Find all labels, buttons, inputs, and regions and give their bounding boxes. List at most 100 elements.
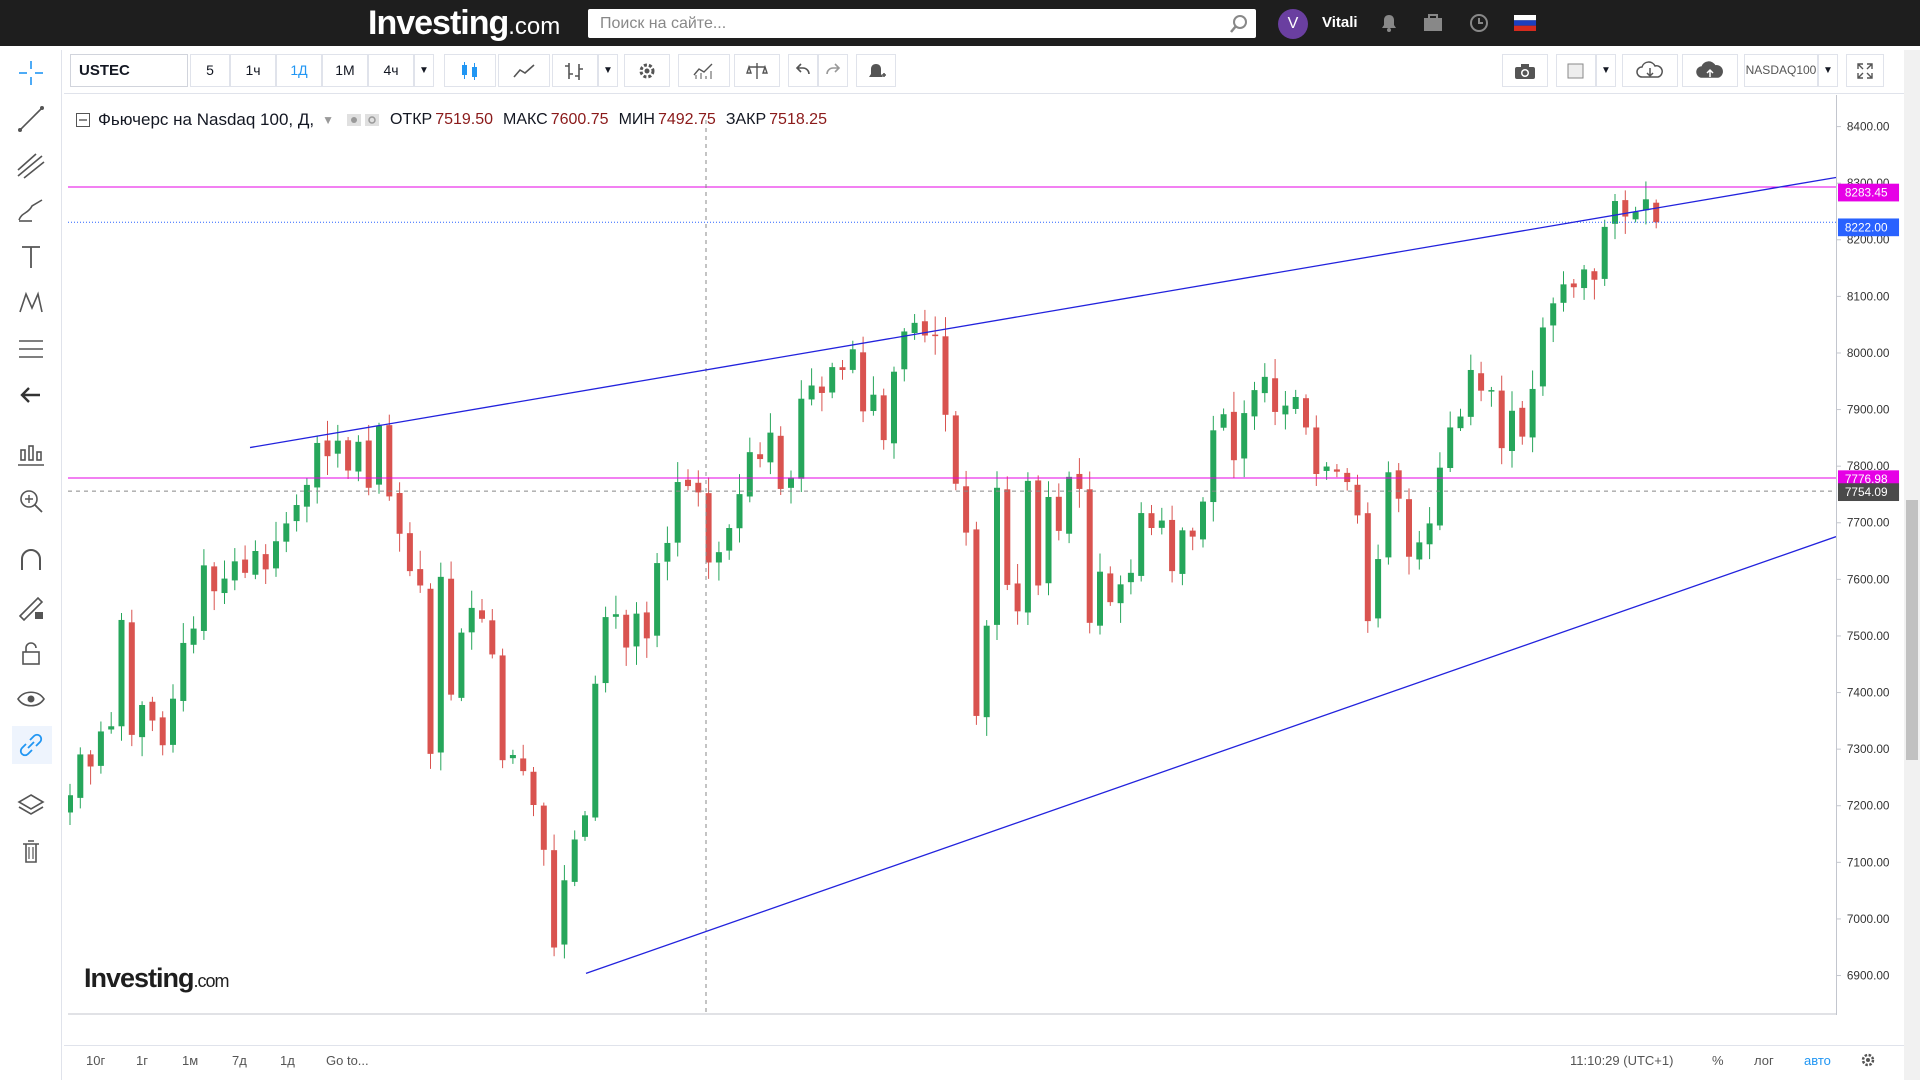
candle <box>1550 303 1557 326</box>
cloud-upload-icon[interactable] <box>1682 54 1738 87</box>
settings-small-icon[interactable] <box>364 113 380 127</box>
zoom-icon[interactable] <box>12 482 50 520</box>
range-1d[interactable]: 1д <box>280 1053 295 1068</box>
candle <box>788 477 794 488</box>
candle <box>1375 559 1382 619</box>
candle <box>1313 427 1320 474</box>
candles-icon[interactable] <box>444 54 496 87</box>
indicators-dropdown[interactable]: ▼ <box>598 54 618 87</box>
symbol-input[interactable]: USTEC <box>70 54 188 87</box>
bell-icon[interactable] <box>1378 12 1400 34</box>
investing-logo[interactable]: Investing .com <box>368 4 561 42</box>
legend-dropdown[interactable]: ▼ <box>322 113 334 127</box>
pattern-icon[interactable] <box>12 284 50 322</box>
eye-icon[interactable] <box>12 680 50 718</box>
undo-icon[interactable] <box>788 54 818 87</box>
range-1y[interactable]: 1г <box>136 1053 148 1068</box>
candle <box>396 493 403 534</box>
candle <box>1179 530 1186 574</box>
visibility-icon[interactable] <box>346 113 362 127</box>
trash-icon[interactable] <box>12 832 50 870</box>
back-arrow-icon[interactable] <box>12 376 50 414</box>
goto-button[interactable]: Go to... <box>326 1053 369 1068</box>
redo-icon[interactable] <box>818 54 848 87</box>
candle <box>200 565 207 631</box>
candle <box>128 622 135 735</box>
link-icon[interactable] <box>12 726 52 764</box>
candle <box>1601 226 1608 279</box>
compare-symbol-dropdown[interactable]: ▼ <box>1818 54 1838 87</box>
candle <box>736 494 743 529</box>
gear-icon[interactable] <box>624 54 670 87</box>
russia-flag-icon[interactable] <box>1514 15 1536 31</box>
camera-icon[interactable] <box>1502 54 1548 87</box>
candle <box>757 454 764 460</box>
candle <box>633 613 640 647</box>
layers-icon[interactable] <box>12 786 50 824</box>
interval-1h[interactable]: 1ч <box>230 54 276 87</box>
candle <box>1457 416 1464 429</box>
settings-gear-icon[interactable] <box>1860 1052 1876 1068</box>
search-input[interactable] <box>588 9 1208 38</box>
trend-line-icon[interactable] <box>12 100 50 138</box>
avatar[interactable]: V <box>1278 9 1308 39</box>
brush-icon[interactable] <box>12 192 50 230</box>
candle <box>1230 411 1237 461</box>
candle <box>695 482 702 493</box>
studies-icon[interactable] <box>678 54 730 87</box>
drawing-toolbar <box>0 50 62 1080</box>
measure-icon[interactable] <box>12 436 50 474</box>
range-1m[interactable]: 1м <box>182 1053 199 1068</box>
search-icon[interactable] <box>1228 13 1250 35</box>
scrollbar-thumb[interactable] <box>1906 500 1918 760</box>
pitchfork-icon[interactable] <box>12 146 50 184</box>
candle <box>376 425 382 485</box>
interval-1m[interactable]: 1М <box>322 54 368 87</box>
lock-icon[interactable] <box>12 634 50 672</box>
interval-1d[interactable]: 1Д <box>276 54 322 87</box>
page-scrollbar[interactable] <box>1904 50 1920 1080</box>
compare-icon[interactable] <box>734 54 780 87</box>
lock-draw-icon[interactable] <box>12 588 50 626</box>
portfolio-icon[interactable] <box>1422 12 1444 34</box>
low-label: МИН <box>618 111 655 128</box>
color-box-icon[interactable] <box>1556 54 1596 87</box>
log-toggle[interactable]: лог <box>1754 1053 1774 1068</box>
range-10y[interactable]: 10г <box>86 1053 106 1068</box>
auto-toggle[interactable]: авто <box>1804 1053 1831 1068</box>
candle <box>1189 530 1196 537</box>
candle <box>139 705 146 738</box>
candle <box>839 367 846 370</box>
site-search[interactable] <box>588 9 1256 38</box>
line-chart-icon[interactable] <box>498 54 550 87</box>
interval-dropdown[interactable]: ▼ <box>414 54 434 87</box>
magnet-icon[interactable] <box>12 542 50 580</box>
candle <box>345 440 352 471</box>
indicators-icon[interactable] <box>552 54 598 87</box>
candle <box>159 717 166 746</box>
candle <box>303 484 310 507</box>
watermark-logo: Investing.com <box>84 963 230 993</box>
crosshair-icon[interactable] <box>12 54 50 92</box>
color-dropdown[interactable]: ▼ <box>1596 54 1616 87</box>
percent-toggle[interactable]: % <box>1712 1053 1724 1068</box>
candle <box>1220 414 1227 428</box>
interval-5[interactable]: 5 <box>190 54 230 87</box>
candlestick-chart[interactable]: 15АпрМайИюнИюлАвгСенОктНоя2019-06-11 <box>68 95 1836 1015</box>
interval-4h[interactable]: 4ч <box>368 54 414 87</box>
fullscreen-icon[interactable] <box>1846 54 1884 87</box>
range-7d[interactable]: 7д <box>232 1053 247 1068</box>
compare-symbol[interactable]: NASDAQ100 <box>1744 54 1818 87</box>
price-scale[interactable]: 8400.008300.008200.008100.008000.007900.… <box>1836 95 1902 1015</box>
candle <box>273 541 279 569</box>
candle <box>1653 202 1660 223</box>
fib-icon[interactable] <box>12 330 50 368</box>
collapse-icon[interactable] <box>76 113 90 127</box>
user-name[interactable]: Vitali <box>1322 14 1358 31</box>
text-icon[interactable] <box>12 238 50 276</box>
candle <box>1282 405 1289 415</box>
alert-icon[interactable] <box>856 54 896 87</box>
candle <box>818 386 825 393</box>
clock-icon[interactable] <box>1468 12 1490 34</box>
cloud-download-icon[interactable] <box>1622 54 1678 87</box>
